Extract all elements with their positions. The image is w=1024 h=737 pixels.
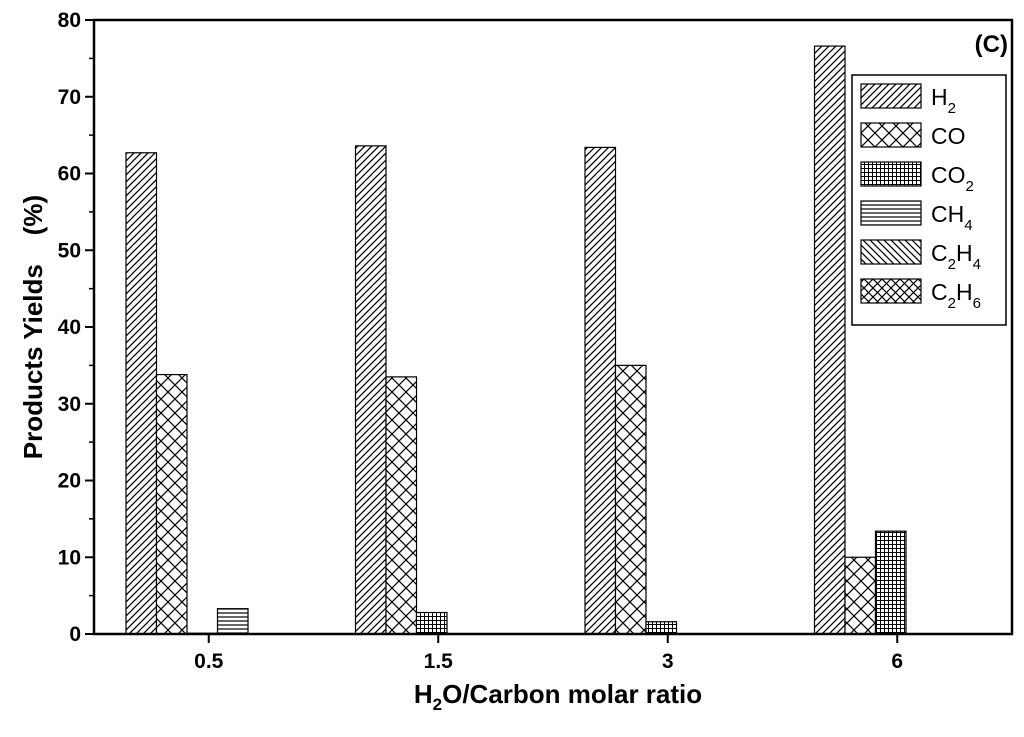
x-tick-label: 6	[891, 650, 903, 673]
y-tick-label: 60	[58, 163, 81, 186]
legend: H2 CO CO2 CH4 C2H4 C2H6	[851, 74, 1007, 326]
legend-label-c2h6: C2H6	[931, 279, 981, 312]
y-tick-label: 0	[69, 623, 81, 646]
bar-co2-3	[645, 621, 678, 635]
bar-h2-0-5	[125, 152, 158, 635]
legend-label-h2: H2	[931, 84, 956, 117]
x-tick-label: 0.5	[194, 650, 224, 673]
bars-layer	[125, 45, 907, 635]
bar-h2-3	[584, 146, 617, 635]
bar-co2-6	[874, 530, 907, 635]
axis-ticks: 0 10 20 30 40 50 60 70 80 0.5 1.5 3 6	[58, 9, 903, 673]
bar-ch4-0-5	[216, 608, 249, 635]
bar-co-6	[844, 556, 877, 635]
y-tick-label: 30	[58, 393, 81, 416]
bar-co-1-5	[385, 376, 418, 635]
y-tick-label: 70	[58, 86, 81, 109]
x-tick-label: 3	[662, 650, 674, 673]
legend-swatch-c2h4	[860, 239, 922, 265]
legend-swatch-ch4	[860, 200, 922, 226]
legend-swatch-c2h6	[860, 278, 922, 304]
legend-swatch-h2	[860, 83, 922, 109]
legend-swatch-co2	[860, 161, 922, 187]
legend-label-co: CO	[931, 123, 966, 149]
x-axis-title: H2O/Carbon molar ratio	[414, 679, 702, 714]
legend-swatch-co	[860, 122, 922, 148]
y-axis-title: Products Yields (%)	[18, 195, 48, 459]
bar-h2-1-5	[354, 145, 387, 635]
plot-frame	[92, 18, 1014, 636]
y-tick-label: 20	[58, 470, 81, 493]
bar-co-0-5	[155, 373, 188, 635]
x-tick-label: 1.5	[424, 650, 454, 673]
legend-label-co2: CO2	[931, 162, 974, 195]
bar-h2-6	[813, 45, 846, 635]
y-tick-label: 40	[58, 316, 81, 339]
y-tick-label: 10	[58, 546, 81, 569]
y-tick-label: 80	[58, 9, 81, 32]
panel-label: (C)	[975, 31, 1008, 58]
legend-label-ch4: CH4	[931, 201, 973, 234]
y-tick-label: 50	[58, 239, 81, 262]
legend-label-c2h4: C2H4	[931, 240, 981, 273]
bar-co2-1-5	[415, 611, 448, 635]
bar-co-3	[614, 364, 647, 635]
